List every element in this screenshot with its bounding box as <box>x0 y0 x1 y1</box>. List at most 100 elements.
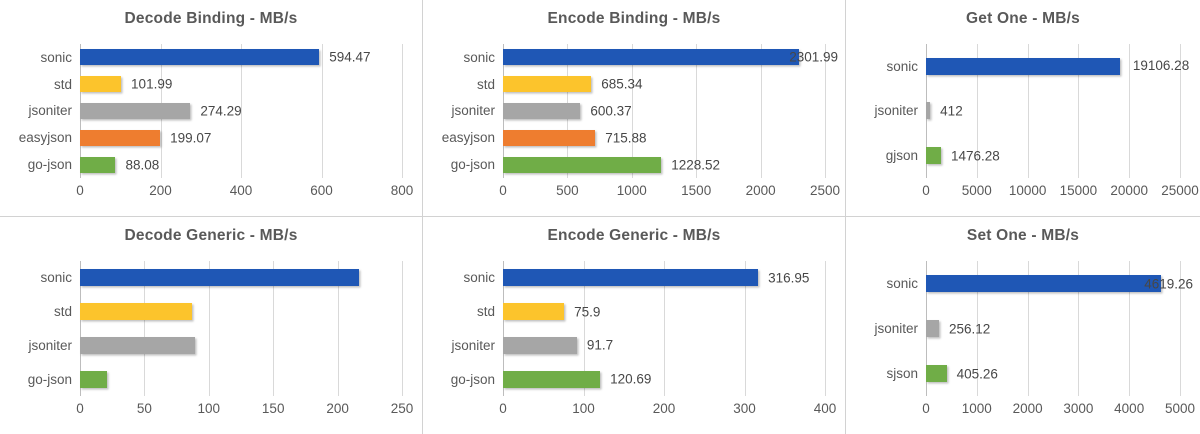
x-tick-label: 400 <box>813 401 837 416</box>
category-label-std: std <box>476 304 495 320</box>
gridline <box>744 261 746 396</box>
bar-std <box>503 303 565 321</box>
value-label-easyjson: 715.88 <box>605 130 647 146</box>
category-label-std: std <box>53 76 72 92</box>
value-label-jsoniter: 600.37 <box>590 103 632 119</box>
x-tick-label: 1000 <box>961 401 992 416</box>
category-label-jsoniter: jsoniter <box>451 337 495 353</box>
bar-row-sonic: 316.95 <box>503 269 825 287</box>
x-tick-label: 400 <box>229 183 253 198</box>
bar-rows: 316.95 75.9 91.7 120.69 <box>503 261 825 396</box>
value-label-jsoniter: 412 <box>940 103 963 119</box>
value-label-sonic: 4619.26 <box>1144 276 1193 291</box>
x-tick-label: 0 <box>499 183 507 198</box>
bar-row-std: 101.99 <box>80 76 402 93</box>
bar-row-jsoniter: 91.7 <box>503 336 825 354</box>
bar-row-sonic <box>80 269 402 287</box>
bar-sonic <box>503 269 759 287</box>
plot-area: 0 200 400 600 800 594.47 101.99 274.29 199.07 88.… <box>76 44 413 198</box>
bar-row-go-json: 88.08 <box>80 156 402 173</box>
bar-go-json <box>503 156 662 173</box>
bar-row-sonic: 4619.26 <box>926 275 1193 292</box>
category-label-jsoniter: jsoniter <box>28 103 72 119</box>
bar-rows: 594.47 101.99 274.29 199.07 88.08 <box>80 44 402 178</box>
category-label-gjson: gjson <box>885 148 918 164</box>
bar-row-jsoniter: 274.29 <box>80 102 402 119</box>
bar-row-jsoniter: 256.12 <box>926 320 1180 337</box>
gridline <box>760 44 762 178</box>
x-tick-label: 3000 <box>1063 401 1094 416</box>
category-axis: sonic std jsoniter easyjson go-json <box>0 44 72 178</box>
chart-panel-set-one: Set One - MB/s sonic jsoniter sjson 0 1000 2… <box>846 217 1200 434</box>
chart-panel-decode-generic: Decode Generic - MB/s sonic std jsoniter go… <box>0 217 423 434</box>
gridline <box>1027 261 1029 396</box>
value-label-jsoniter: 274.29 <box>200 103 242 119</box>
category-label-sonic: sonic <box>463 49 495 65</box>
chart-panel-encode-binding: Encode Binding - MB/s sonic std jsoniter ea… <box>423 0 846 217</box>
category-axis: sonic std jsoniter go-json <box>0 261 72 396</box>
category-label-jsoniter: jsoniter <box>874 321 918 336</box>
x-tick-label: 25000 <box>1161 183 1199 198</box>
value-label-go-json: 88.08 <box>125 157 160 173</box>
gridline <box>241 44 242 178</box>
value-label-jsoniter: 91.7 <box>586 337 614 353</box>
gridline <box>402 44 403 178</box>
x-tick-label: 0 <box>76 183 84 198</box>
value-label-gjson: 1476.28 <box>950 148 1000 164</box>
category-label-go-json: go-json <box>27 371 72 387</box>
chart-title: Get One - MB/s <box>966 10 1080 27</box>
bar-row-go-json: 1228.52 <box>503 156 825 173</box>
x-tick-label: 15000 <box>1059 183 1098 198</box>
chart-title: Encode Generic - MB/s <box>547 227 721 244</box>
bar-row-jsoniter: 412 <box>926 102 1180 120</box>
chart-panel-encode-generic: Encode Generic - MB/s sonic std jsoniter go… <box>423 217 846 434</box>
value-label-sonic: 594.47 <box>329 49 371 65</box>
gridline <box>1027 44 1029 178</box>
x-tick-label: 800 <box>390 183 414 198</box>
plot-area: 0 50 100 150 200 250 <box>76 261 413 416</box>
x-tick-label: 200 <box>149 183 172 198</box>
gridline <box>631 44 633 178</box>
bar-jsoniter <box>503 336 577 354</box>
gridline <box>825 44 826 178</box>
bar-jsoniter <box>926 102 931 120</box>
gridline <box>321 44 323 178</box>
x-tick-label: 0 <box>76 401 84 416</box>
value-label-go-json: 120.69 <box>610 371 652 387</box>
category-label-easyjson: easyjson <box>18 130 72 146</box>
bar-rows <box>80 261 402 396</box>
gridline <box>825 261 826 396</box>
bar-std <box>80 303 193 321</box>
chart-panel-decode-binding: Decode Binding - MB/s sonic std jsoniter ea… <box>0 0 423 217</box>
bar-sjson <box>926 365 947 382</box>
category-label-sonic: sonic <box>886 276 918 291</box>
bar-row-std <box>80 303 402 321</box>
chart-title: Decode Binding - MB/s <box>124 10 298 27</box>
gridline <box>664 261 665 396</box>
bar-row-jsoniter: 600.37 <box>503 102 825 119</box>
bar-jsoniter <box>80 102 191 119</box>
bar-row-std: 685.34 <box>503 76 825 93</box>
bar-row-sjson: 405.26 <box>926 365 1180 382</box>
x-tick-label: 4000 <box>1114 401 1145 416</box>
bar-sonic <box>80 49 320 66</box>
gridline <box>337 261 339 396</box>
bar-row-gjson: 1476.28 <box>926 147 1180 165</box>
bar-rows: 19106.28 412 1476.28 <box>926 44 1189 178</box>
bar-go-json <box>503 370 601 388</box>
gridline <box>1078 261 1080 396</box>
x-tick-label: 150 <box>261 401 285 416</box>
bar-sonic <box>503 49 800 66</box>
bar-sonic <box>80 269 360 287</box>
bar-gjson <box>926 147 941 165</box>
gridline <box>208 261 210 396</box>
value-label-std: 685.34 <box>601 76 643 92</box>
bar-go-json <box>80 370 108 388</box>
x-tick-label: 0 <box>922 183 930 198</box>
category-axis-line <box>503 261 504 396</box>
category-label-jsoniter: jsoniter <box>451 103 495 119</box>
x-tick-label: 300 <box>733 401 756 416</box>
bar-sonic <box>926 57 1121 75</box>
category-label-sonic: sonic <box>40 270 72 286</box>
